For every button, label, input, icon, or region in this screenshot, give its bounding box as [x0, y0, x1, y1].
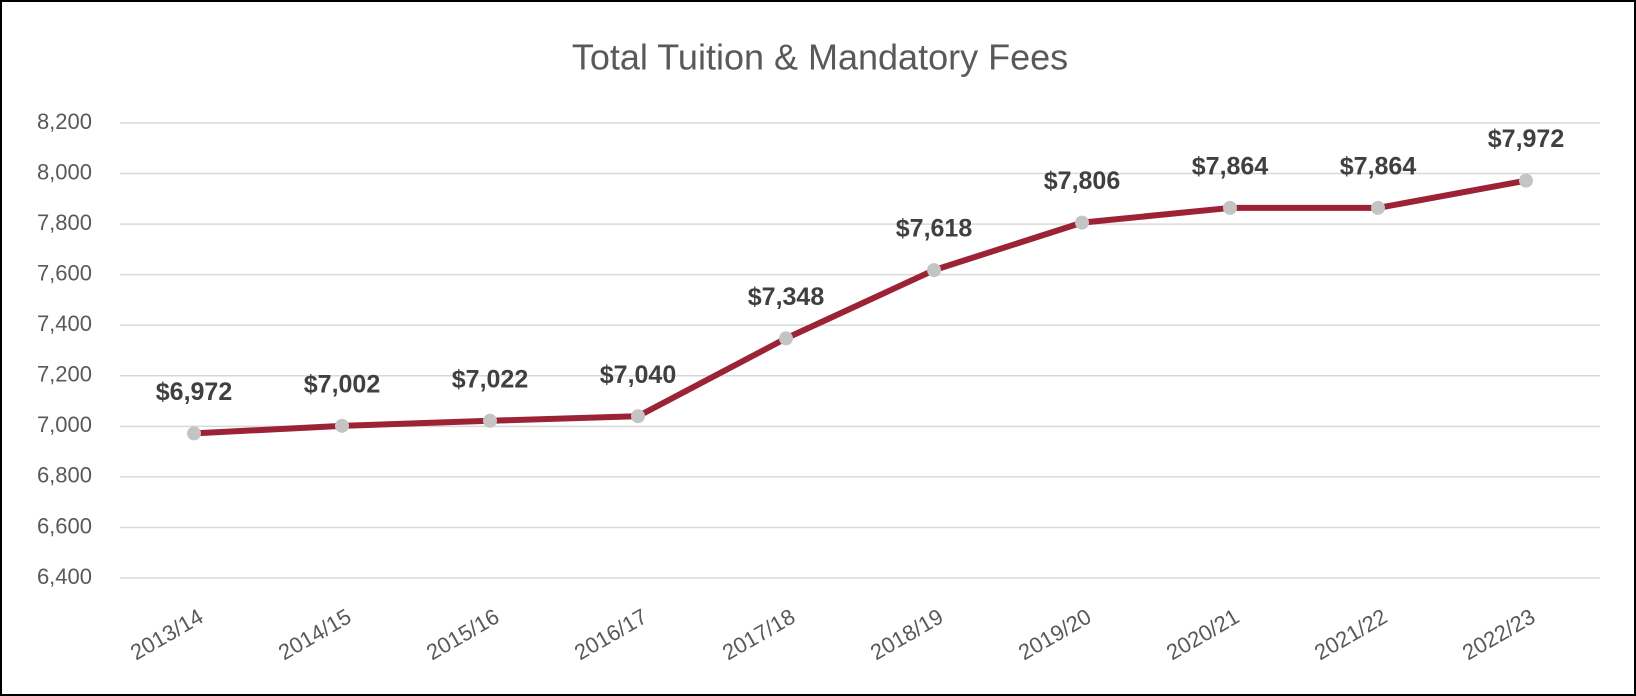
marker — [779, 331, 793, 346]
y-tick-label: 6,400 — [37, 564, 92, 589]
data-label: $7,806 — [1044, 167, 1120, 195]
y-tick-label: 6,800 — [37, 463, 92, 488]
data-label: $7,864 — [1340, 153, 1417, 181]
data-label: $6,972 — [156, 378, 232, 406]
y-tick-label: 7,600 — [37, 260, 92, 285]
data-label: $7,348 — [748, 283, 825, 311]
chart-title: Total Tuition & Mandatory Fees — [572, 37, 1068, 78]
marker — [1223, 200, 1237, 215]
marker — [1371, 200, 1385, 215]
y-tick-label: 8,200 — [37, 109, 92, 134]
y-tick-label: 7,800 — [37, 210, 92, 235]
marker — [335, 418, 349, 433]
y-tick-label: 6,600 — [37, 513, 92, 538]
data-label: $7,864 — [1192, 153, 1269, 181]
marker — [631, 409, 645, 424]
y-tick-label: 7,400 — [37, 311, 92, 336]
y-tick-label: 7,000 — [37, 412, 92, 437]
data-label: $7,022 — [452, 365, 528, 393]
marker — [1519, 173, 1533, 188]
marker — [927, 263, 941, 278]
line — [193, 177, 1527, 437]
data-label: $7,972 — [1488, 125, 1564, 153]
marker — [1075, 215, 1089, 230]
marker — [483, 413, 497, 428]
marker — [187, 426, 201, 441]
y-tick-label: 7,200 — [37, 362, 92, 387]
data-label: $7,002 — [304, 370, 380, 398]
data-label: $7,040 — [600, 361, 676, 389]
y-tick-label: 8,000 — [37, 159, 92, 184]
data-label: $7,618 — [896, 215, 973, 243]
